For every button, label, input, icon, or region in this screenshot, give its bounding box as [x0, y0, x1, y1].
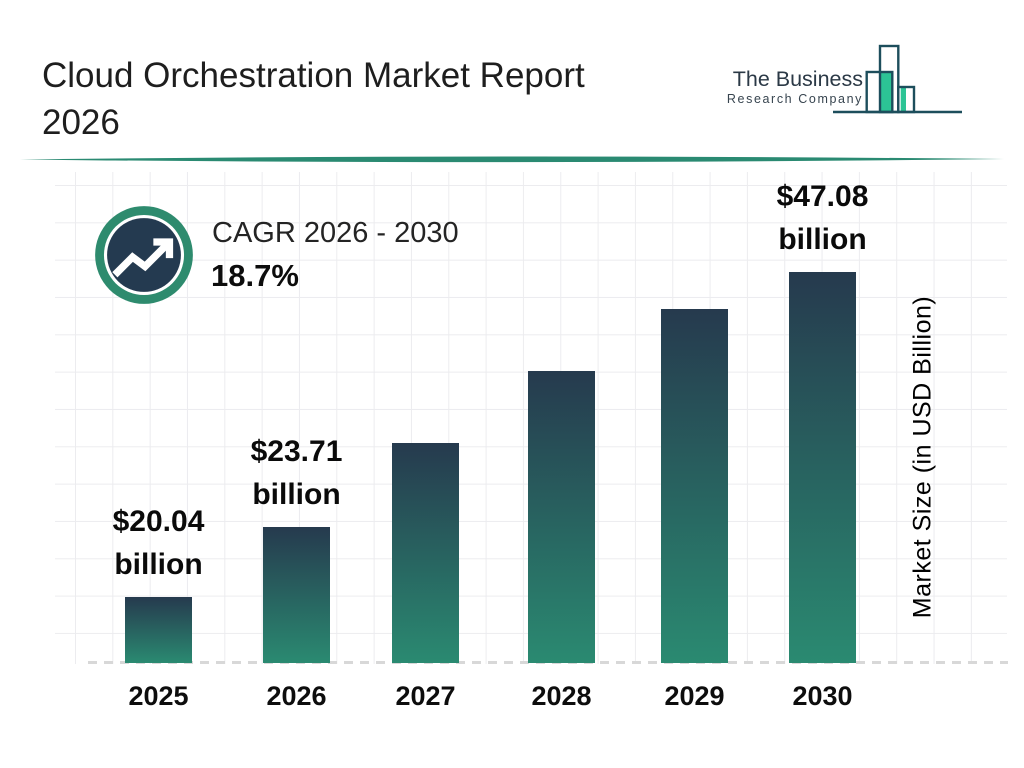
trend-up-icon [95, 206, 193, 304]
bar-2030 [789, 272, 856, 663]
page-title-line2: 2026 [42, 103, 120, 142]
x-tick-2025: 2025 [128, 681, 189, 711]
logo-wordmark: The Business Research Company [660, 67, 863, 107]
logo-subname: Research Company [726, 92, 863, 106]
value-label-2030: $47.08 billion [776, 180, 869, 256]
logo-name: The Business [732, 67, 863, 91]
y-axis-title: Market Size (in USD Billion) [908, 295, 937, 619]
x-tick-2028: 2028 [531, 681, 592, 711]
bar-2029 [661, 309, 728, 663]
bar-2027 [392, 443, 459, 663]
page-title-line1: Cloud Orchestration Market Report [42, 56, 585, 95]
x-tick-2030: 2030 [792, 681, 853, 711]
bar-2028 [528, 371, 595, 663]
page-title: Cloud Orchestration Market Report 2026 [42, 52, 702, 146]
x-tick-2027: 2027 [395, 681, 456, 711]
x-tick-2026: 2026 [266, 681, 327, 711]
bar-2026 [263, 527, 330, 663]
bar-2025 [125, 597, 192, 663]
value-label-2026: $23.71 billion [250, 435, 343, 511]
x-tick-2029: 2029 [664, 681, 725, 711]
divider [20, 156, 1004, 163]
cagr-value: 18.7% [211, 258, 299, 293]
value-label-2025: $20.04 billion [112, 505, 205, 581]
cagr-label: CAGR 2026 - 2030 [212, 217, 459, 249]
logo-bars-icon [833, 44, 962, 114]
